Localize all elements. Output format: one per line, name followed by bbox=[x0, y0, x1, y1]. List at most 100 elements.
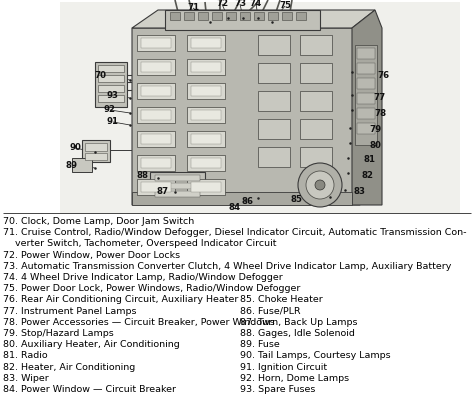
Bar bbox=[254, 12, 264, 20]
Text: 90: 90 bbox=[69, 144, 81, 152]
Bar bbox=[357, 108, 375, 119]
Text: 83. Wiper: 83. Wiper bbox=[3, 374, 49, 383]
Bar bbox=[187, 83, 225, 99]
Text: 92. Horn, Dome Lamps: 92. Horn, Dome Lamps bbox=[240, 374, 349, 383]
Bar bbox=[191, 38, 221, 48]
Bar bbox=[357, 78, 375, 89]
Bar bbox=[137, 179, 175, 195]
Text: 93: 93 bbox=[107, 90, 119, 100]
Text: 79. Stop/Hazard Lamps: 79. Stop/Hazard Lamps bbox=[3, 329, 114, 338]
Bar bbox=[268, 12, 278, 20]
Bar bbox=[191, 158, 221, 168]
Text: 73: 73 bbox=[234, 0, 246, 8]
Bar bbox=[198, 12, 208, 20]
Bar bbox=[184, 12, 194, 20]
Bar bbox=[300, 147, 332, 167]
Text: 72: 72 bbox=[216, 0, 228, 8]
Bar bbox=[357, 63, 375, 74]
Polygon shape bbox=[352, 10, 382, 205]
Text: 90. Tail Lamps, Courtesy Lamps: 90. Tail Lamps, Courtesy Lamps bbox=[240, 351, 391, 361]
Bar bbox=[137, 131, 175, 147]
Text: 70: 70 bbox=[94, 70, 106, 80]
Text: 72. Power Window, Power Door Locks: 72. Power Window, Power Door Locks bbox=[3, 251, 180, 259]
Bar bbox=[137, 35, 175, 51]
Text: 78. Power Accessories — Circuit Breaker, Power Windows: 78. Power Accessories — Circuit Breaker,… bbox=[3, 318, 275, 327]
Text: 74: 74 bbox=[250, 0, 262, 8]
Bar bbox=[95, 62, 127, 107]
Bar bbox=[300, 91, 332, 111]
Bar bbox=[300, 63, 332, 83]
Bar bbox=[355, 45, 377, 145]
Text: 82. Heater, Air Conditioning: 82. Heater, Air Conditioning bbox=[3, 363, 135, 372]
Text: 74. 4 Wheel Drive Indicator Lamp, Radio/Window Defogger: 74. 4 Wheel Drive Indicator Lamp, Radio/… bbox=[3, 273, 283, 282]
Text: 87: 87 bbox=[157, 187, 169, 197]
Bar bbox=[191, 134, 221, 144]
Text: 78: 78 bbox=[374, 109, 386, 117]
Bar bbox=[258, 119, 290, 139]
Bar bbox=[187, 59, 225, 75]
Text: 77. Instrument Panel Lamps: 77. Instrument Panel Lamps bbox=[3, 306, 137, 316]
Text: 81: 81 bbox=[364, 156, 376, 164]
Bar bbox=[191, 182, 221, 192]
Bar bbox=[300, 35, 332, 55]
Text: 89: 89 bbox=[66, 160, 78, 170]
Text: 79: 79 bbox=[369, 125, 381, 135]
Text: 84: 84 bbox=[229, 203, 241, 211]
Bar bbox=[191, 62, 221, 72]
Text: 91. Ignition Circuit: 91. Ignition Circuit bbox=[240, 363, 327, 372]
Bar bbox=[357, 48, 375, 59]
Bar bbox=[72, 158, 92, 172]
Bar bbox=[226, 12, 236, 20]
Text: 83: 83 bbox=[354, 187, 366, 197]
Text: 80: 80 bbox=[369, 140, 381, 150]
Text: 84. Power Window — Circuit Breaker: 84. Power Window — Circuit Breaker bbox=[3, 385, 176, 394]
Bar bbox=[137, 107, 175, 123]
Bar bbox=[187, 179, 225, 195]
Text: 85. Choke Heater: 85. Choke Heater bbox=[240, 295, 323, 304]
Text: 75: 75 bbox=[279, 2, 291, 10]
Bar bbox=[191, 110, 221, 120]
Bar bbox=[85, 153, 107, 160]
Bar bbox=[132, 192, 352, 205]
Bar bbox=[357, 93, 375, 104]
Bar bbox=[82, 140, 110, 162]
Circle shape bbox=[306, 171, 334, 199]
Bar bbox=[187, 131, 225, 147]
Bar bbox=[141, 134, 171, 144]
Bar bbox=[141, 62, 171, 72]
Bar bbox=[187, 107, 225, 123]
Bar bbox=[212, 12, 222, 20]
Bar bbox=[170, 12, 180, 20]
Text: 92: 92 bbox=[104, 105, 116, 115]
Bar bbox=[137, 155, 175, 171]
Bar bbox=[98, 65, 124, 72]
Bar bbox=[296, 12, 306, 20]
Polygon shape bbox=[132, 28, 360, 205]
Circle shape bbox=[298, 163, 342, 207]
Bar bbox=[258, 63, 290, 83]
Text: 82: 82 bbox=[362, 170, 374, 179]
Text: verter Switch, Tachometer, Overspeed Indicator Circuit: verter Switch, Tachometer, Overspeed Ind… bbox=[3, 240, 276, 248]
Text: 85: 85 bbox=[290, 195, 302, 205]
Bar bbox=[141, 182, 171, 192]
Text: 81. Radio: 81. Radio bbox=[3, 351, 47, 361]
Bar bbox=[98, 85, 124, 92]
Text: 86: 86 bbox=[242, 197, 254, 207]
Text: 89. Fuse: 89. Fuse bbox=[240, 340, 280, 349]
Bar bbox=[141, 158, 171, 168]
Bar bbox=[155, 175, 200, 181]
Text: 75. Power Door Lock, Power Windows, Radio/Window Defogger: 75. Power Door Lock, Power Windows, Radi… bbox=[3, 284, 301, 293]
Bar bbox=[137, 83, 175, 99]
Bar bbox=[155, 191, 200, 197]
Text: 88: 88 bbox=[137, 170, 149, 179]
Text: 80. Auxiliary Heater, Air Conditioning: 80. Auxiliary Heater, Air Conditioning bbox=[3, 340, 180, 349]
Bar bbox=[187, 155, 225, 171]
Bar bbox=[155, 183, 200, 189]
Polygon shape bbox=[132, 10, 375, 28]
Bar bbox=[137, 59, 175, 75]
Bar bbox=[357, 123, 375, 134]
Circle shape bbox=[315, 180, 325, 190]
Text: 70. Clock, Dome Lamp, Door Jam Switch: 70. Clock, Dome Lamp, Door Jam Switch bbox=[3, 217, 194, 226]
Text: 91: 91 bbox=[107, 117, 119, 127]
Bar bbox=[258, 35, 290, 55]
